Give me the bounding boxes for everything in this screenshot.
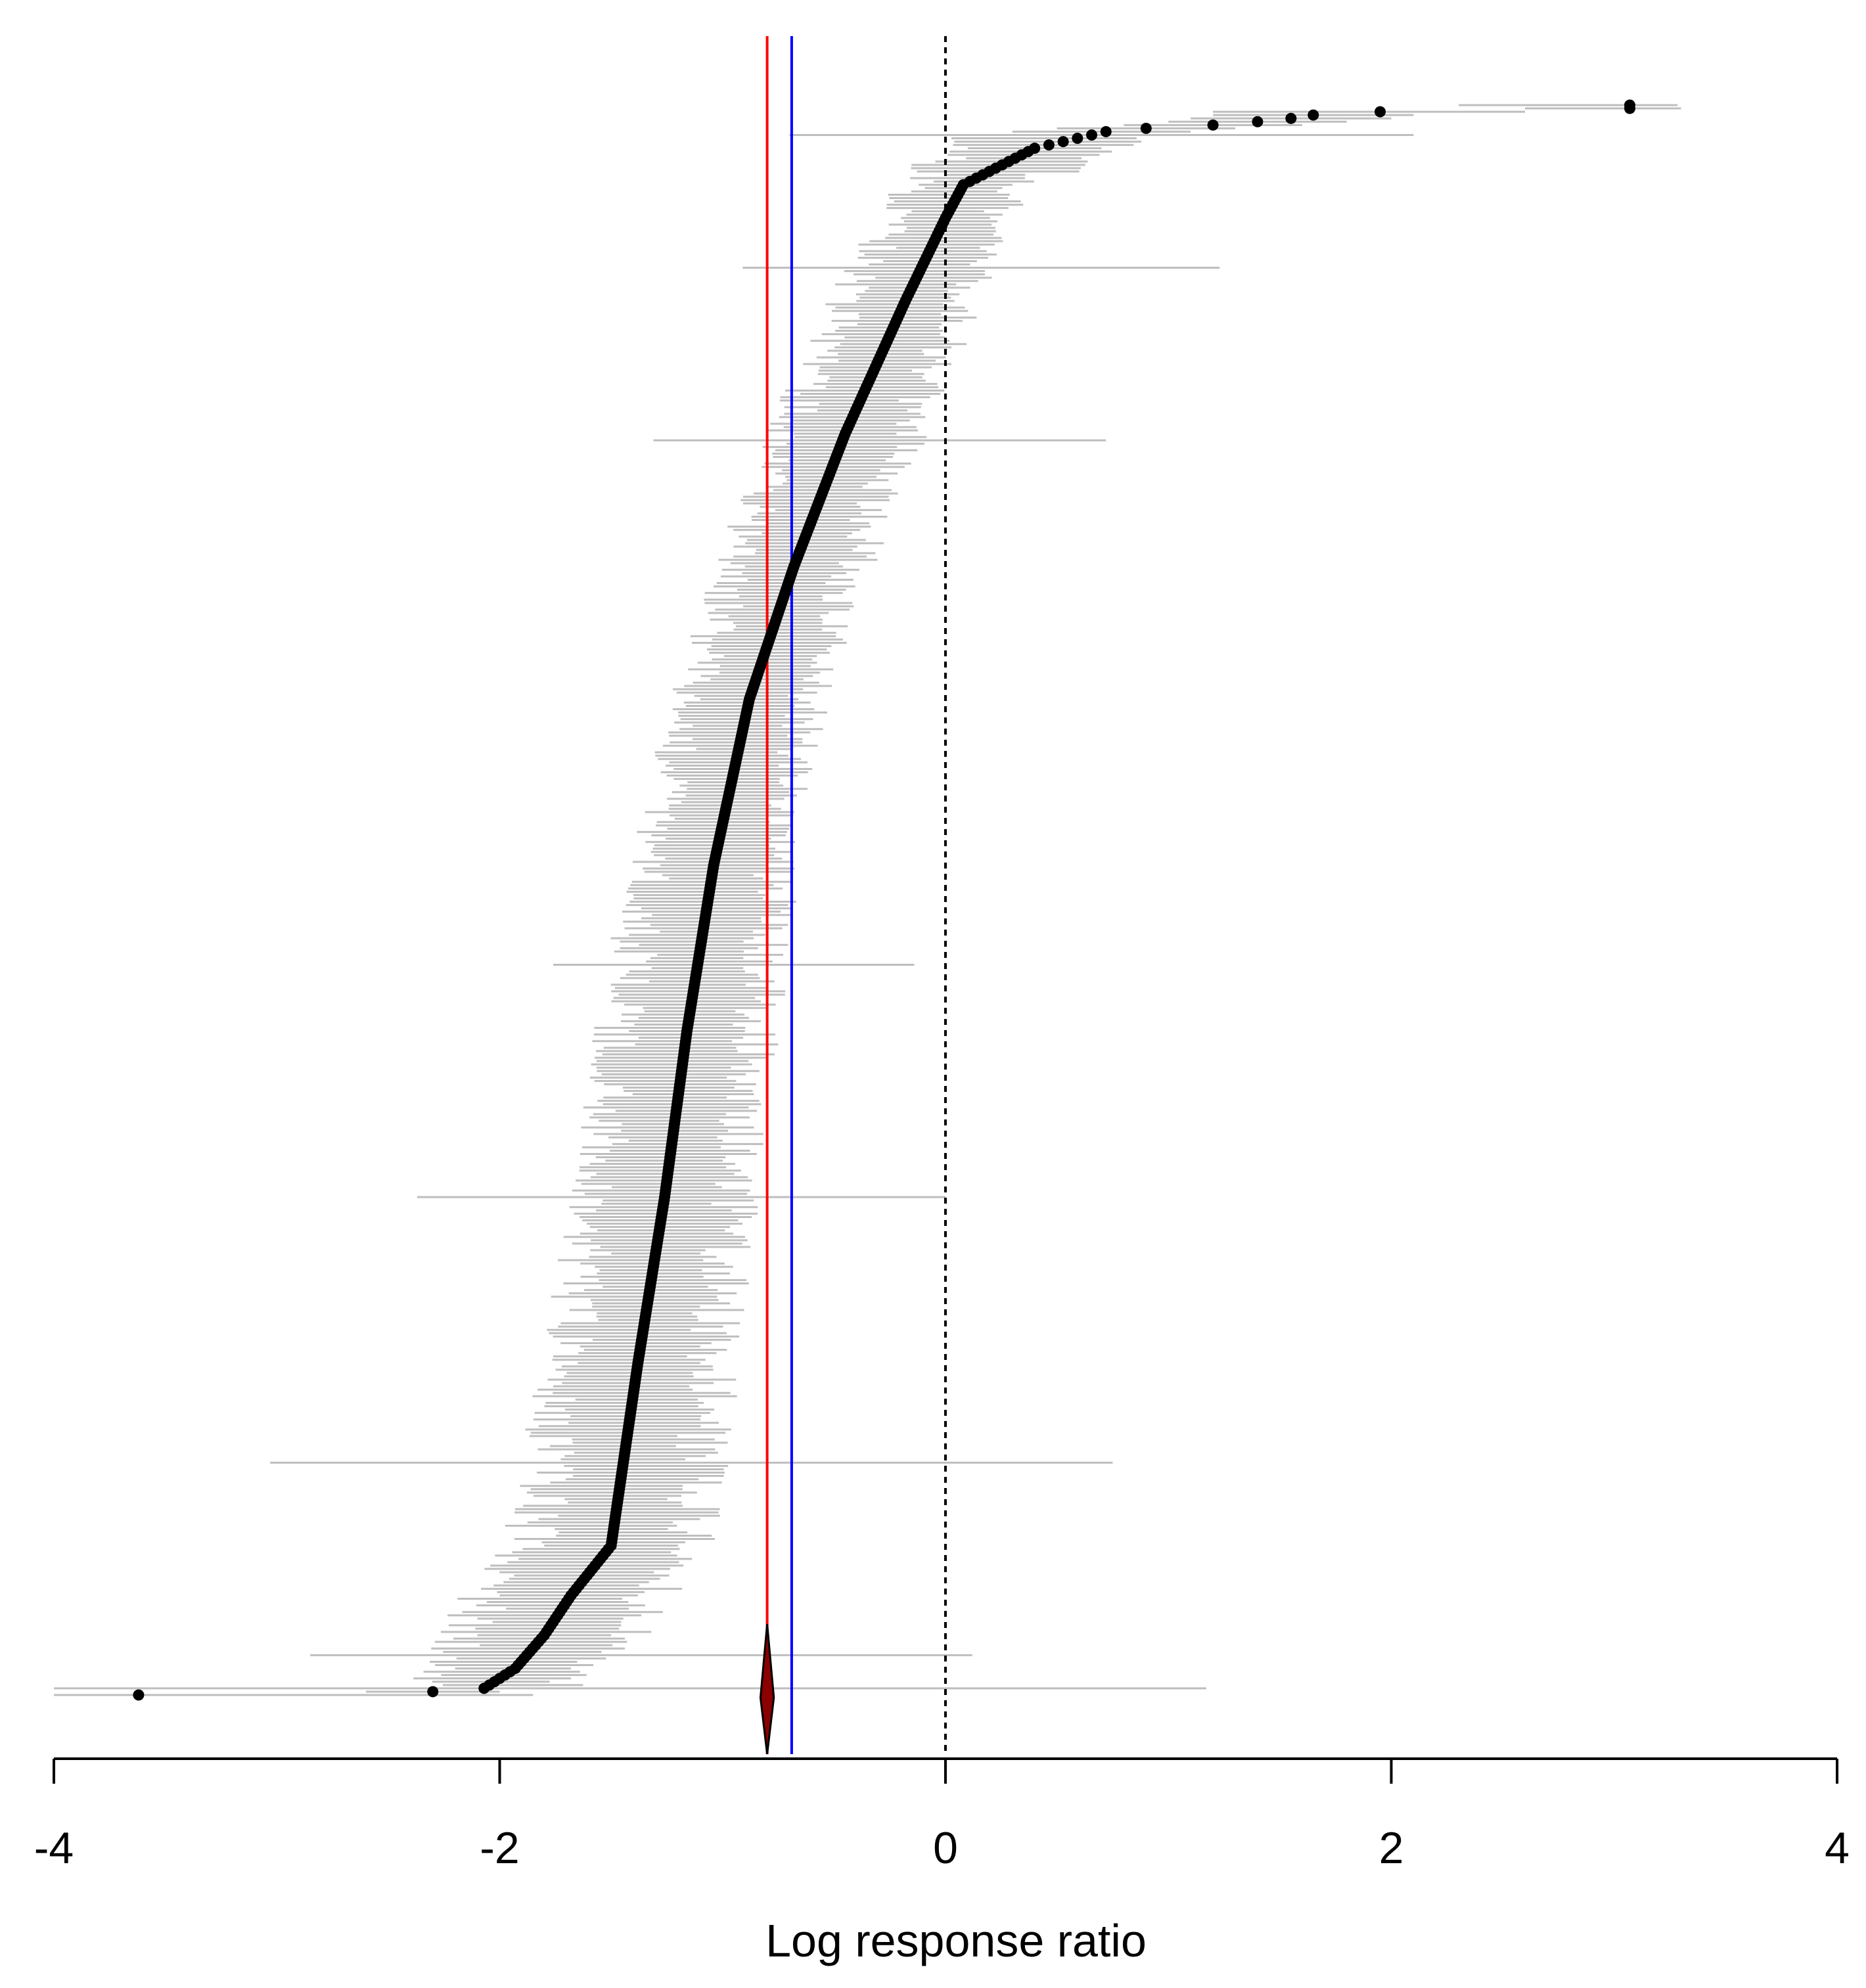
effect-point [1285,112,1297,124]
effect-point [1057,136,1069,148]
summary-diamond [759,1623,775,1755]
effect-point [1072,133,1083,145]
x-tick-label: -4 [34,1823,74,1873]
x-tick-label: 2 [1379,1823,1404,1873]
effect-point [1375,106,1386,118]
effect-point [1029,143,1041,154]
effect-point [133,1689,145,1701]
effect-point [1252,116,1263,127]
x-tick-label: -2 [480,1823,519,1873]
effect-point [1624,99,1635,111]
reference-lines [765,36,947,1754]
x-tick-label: 0 [933,1823,958,1873]
effect-size-points [133,99,1635,1701]
x-axis: -4 -2 0 2 4 [34,1757,1850,1873]
x-tick-label: 4 [1825,1823,1850,1873]
effect-point [427,1686,439,1698]
effect-point [1086,129,1098,141]
effect-point [1207,119,1219,131]
effect-point [1100,125,1112,137]
x-axis-title: Log response ratio [765,1915,1147,1966]
summary-estimate [759,1623,775,1755]
effect-point [1140,122,1152,134]
effect-point [1308,109,1319,121]
effect-point [1043,139,1055,151]
confidence-intervals [54,104,1681,1696]
